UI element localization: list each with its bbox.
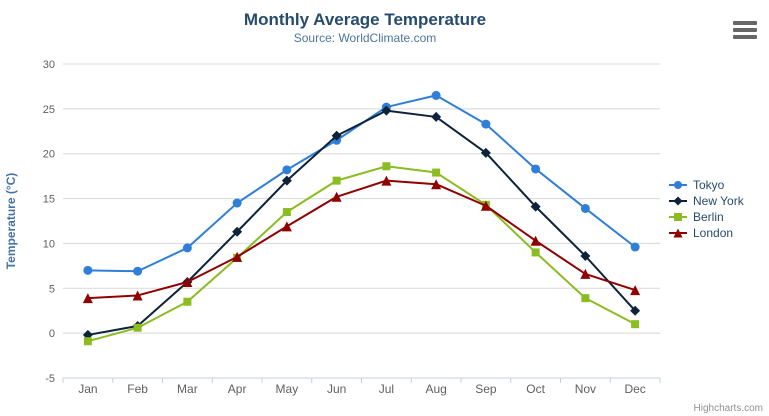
data-point[interactable]	[132, 290, 143, 301]
data-point[interactable]	[481, 119, 491, 129]
data-point[interactable]	[183, 297, 192, 306]
y-axis-label: 20	[43, 149, 55, 161]
data-point[interactable]	[232, 251, 243, 262]
triangle-legend-icon	[669, 228, 687, 238]
context-menu-button[interactable]	[733, 21, 757, 41]
series-tokyo[interactable]	[83, 90, 640, 276]
y-axis-title: Temperature (°C)	[4, 173, 18, 270]
y-axis-label: -5	[45, 373, 55, 385]
circle-legend-icon	[669, 181, 687, 189]
data-point[interactable]	[580, 250, 591, 261]
data-point[interactable]	[431, 179, 442, 190]
data-point[interactable]	[232, 226, 243, 237]
x-axis-label: Nov	[575, 382, 596, 396]
data-point[interactable]	[232, 198, 242, 208]
x-axis-label: Dec	[624, 382, 645, 396]
data-point[interactable]	[382, 162, 391, 171]
legend-item-tokyo[interactable]: Tokyo	[668, 177, 744, 193]
y-axis-label: 30	[43, 59, 55, 71]
data-point[interactable]	[431, 111, 442, 122]
data-point[interactable]	[282, 208, 291, 217]
data-point[interactable]	[83, 337, 92, 346]
y-axis-label: 10	[43, 238, 55, 250]
data-point[interactable]	[282, 165, 292, 175]
legend-label: Tokyo	[693, 178, 725, 192]
y-axis-label: 5	[49, 283, 55, 295]
data-point[interactable]	[530, 235, 541, 246]
data-point[interactable]	[580, 203, 590, 213]
diamond-legend-icon	[669, 196, 687, 206]
legend-label: New York	[693, 194, 744, 208]
data-point[interactable]	[182, 243, 192, 253]
x-axis-label: Aug	[425, 382, 446, 396]
data-point[interactable]	[631, 320, 640, 329]
data-point[interactable]	[281, 221, 292, 232]
data-point[interactable]	[82, 293, 93, 304]
data-point[interactable]	[332, 176, 341, 185]
data-point[interactable]	[531, 164, 541, 174]
series-london[interactable]	[82, 175, 641, 304]
data-point[interactable]	[431, 90, 441, 100]
x-axis-label: Mar	[177, 382, 198, 396]
data-point[interactable]	[83, 265, 93, 275]
chart-title: Monthly Average Temperature	[243, 10, 487, 29]
data-point[interactable]	[281, 175, 292, 186]
data-point[interactable]	[133, 323, 142, 332]
data-point[interactable]	[432, 168, 441, 177]
data-point[interactable]	[381, 175, 392, 186]
x-axis-label: Sep	[475, 382, 497, 396]
data-point[interactable]	[182, 277, 193, 288]
data-point[interactable]	[381, 105, 392, 116]
data-point[interactable]	[630, 305, 641, 316]
square-legend-icon	[669, 213, 687, 221]
data-point[interactable]	[580, 268, 591, 279]
data-point[interactable]	[630, 285, 641, 296]
x-axis-label: Jun	[327, 382, 346, 396]
x-axis-label: Jan	[78, 382, 97, 396]
data-point[interactable]	[133, 266, 143, 276]
data-point[interactable]	[630, 242, 640, 252]
legend-item-london[interactable]: London	[668, 225, 744, 241]
data-point[interactable]	[531, 248, 540, 257]
legend-label: London	[693, 226, 734, 240]
legend: Tokyo New York Berlin London	[668, 177, 744, 241]
x-axis-label: Oct	[526, 382, 545, 396]
x-axis-label: Jul	[379, 382, 394, 396]
data-point[interactable]	[331, 191, 342, 202]
x-axis-label: Apr	[228, 382, 247, 396]
y-axis-label: 15	[43, 194, 55, 206]
legend-item-new-york[interactable]: New York	[668, 193, 744, 209]
data-point[interactable]	[331, 130, 342, 141]
chart-subtitle: Source: WorldClimate.com	[293, 31, 437, 45]
y-axis-label: 25	[43, 104, 55, 116]
y-axis-label: 0	[49, 328, 55, 340]
credits-link[interactable]: Highcharts.com	[693, 403, 763, 414]
hamburger-icon	[733, 21, 757, 25]
data-point[interactable]	[581, 294, 590, 303]
data-point[interactable]	[480, 147, 491, 158]
legend-label: Berlin	[693, 210, 724, 224]
series-new-york[interactable]	[82, 105, 641, 340]
x-axis-label: May	[276, 382, 299, 396]
data-point[interactable]	[530, 201, 541, 212]
legend-item-berlin[interactable]: Berlin	[668, 209, 744, 225]
data-point[interactable]	[480, 200, 491, 211]
x-axis-label: Feb	[127, 382, 148, 396]
